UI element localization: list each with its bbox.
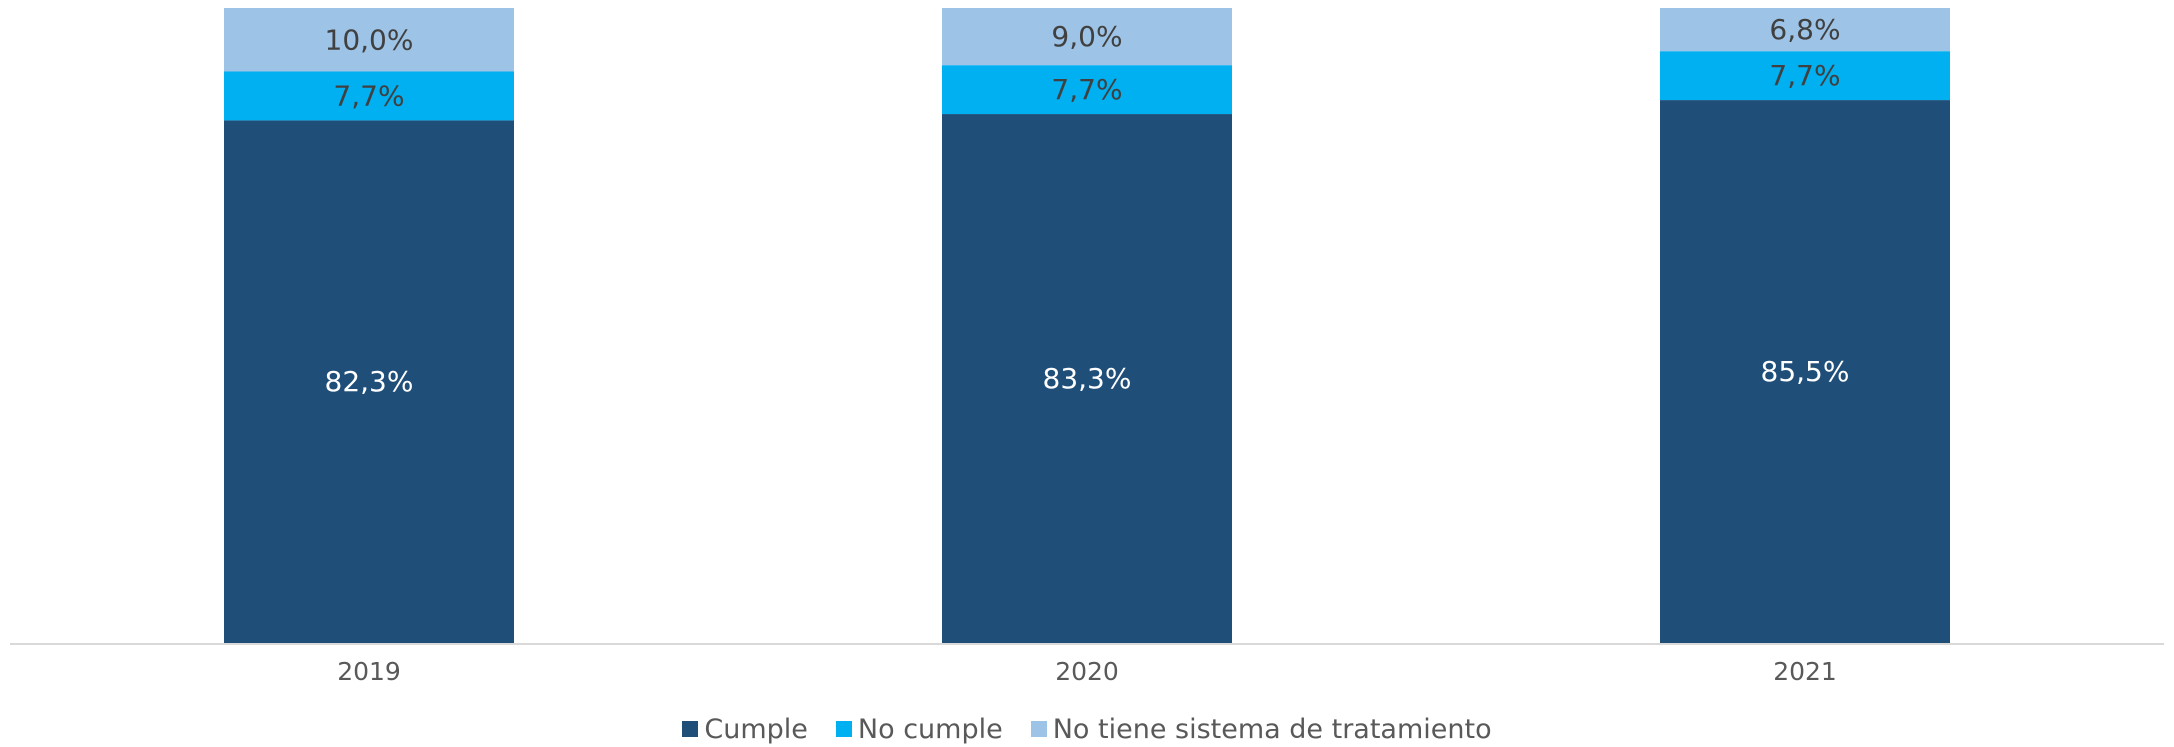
bar-segment-2019-s1 [224, 71, 514, 121]
bar-segment-2021-s2 [1660, 8, 1950, 52]
legend-item-no-cumple: No cumple [835, 713, 1003, 745]
legend-item-no-tiene-sistema: No tiene sistema de tratamiento [1030, 713, 1492, 745]
legend-swatch-cumple [682, 721, 699, 737]
x-tick-labels: 2019 2020 2021 [337, 657, 1837, 686]
bar-segment-2021-s0 [1660, 100, 1950, 643]
x-tick-label-2019: 2019 [337, 657, 401, 686]
bar-segment-2020-s0 [942, 114, 1232, 644]
data-label-2020-s1: 7,7% [1051, 73, 1122, 106]
x-tick-label-2020: 2020 [1055, 657, 1119, 686]
data-label-2020-s2: 9,0% [1051, 20, 1122, 53]
bar-segment-2019-s0 [224, 120, 514, 643]
data-label-2021-s0: 85,5% [1761, 355, 1850, 388]
legend-label-cumple: Cumple [704, 713, 808, 745]
data-label-2021-s2: 6,8% [1769, 13, 1840, 46]
data-label-2021-s1: 7,7% [1769, 59, 1840, 92]
bar-segment-2020-s1 [942, 65, 1232, 115]
bars-layer: 82,3% 7,7% 10,0% 83,3% 7,7% 9,0% 85,5% 7,7% 6,8% [224, 8, 1950, 644]
bar-segment-2020-s2 [942, 8, 1232, 66]
legend-swatch-no-cumple [835, 721, 852, 737]
legend-item-cumple: Cumple [682, 714, 808, 745]
legend: Cumple No cumple No tiene sistema de tra… [0, 712, 2174, 746]
legend-label-no-tiene-sistema: No tiene sistema de tratamiento [1052, 713, 1492, 745]
data-label-2019-s0: 82,3% [325, 365, 414, 398]
data-label-2020-s0: 83,3% [1043, 362, 1132, 395]
data-label-2019-s1: 7,7% [333, 79, 404, 112]
bar-segment-2019-s2 [224, 8, 514, 72]
x-tick-label-2021: 2021 [1773, 657, 1837, 686]
legend-swatch-no-tiene-sistema [1030, 721, 1047, 737]
bar-segment-2021-s1 [1660, 51, 1950, 101]
legend-label-no-cumple: No cumple [857, 713, 1003, 745]
data-label-2019-s2: 10,0% [325, 23, 414, 56]
